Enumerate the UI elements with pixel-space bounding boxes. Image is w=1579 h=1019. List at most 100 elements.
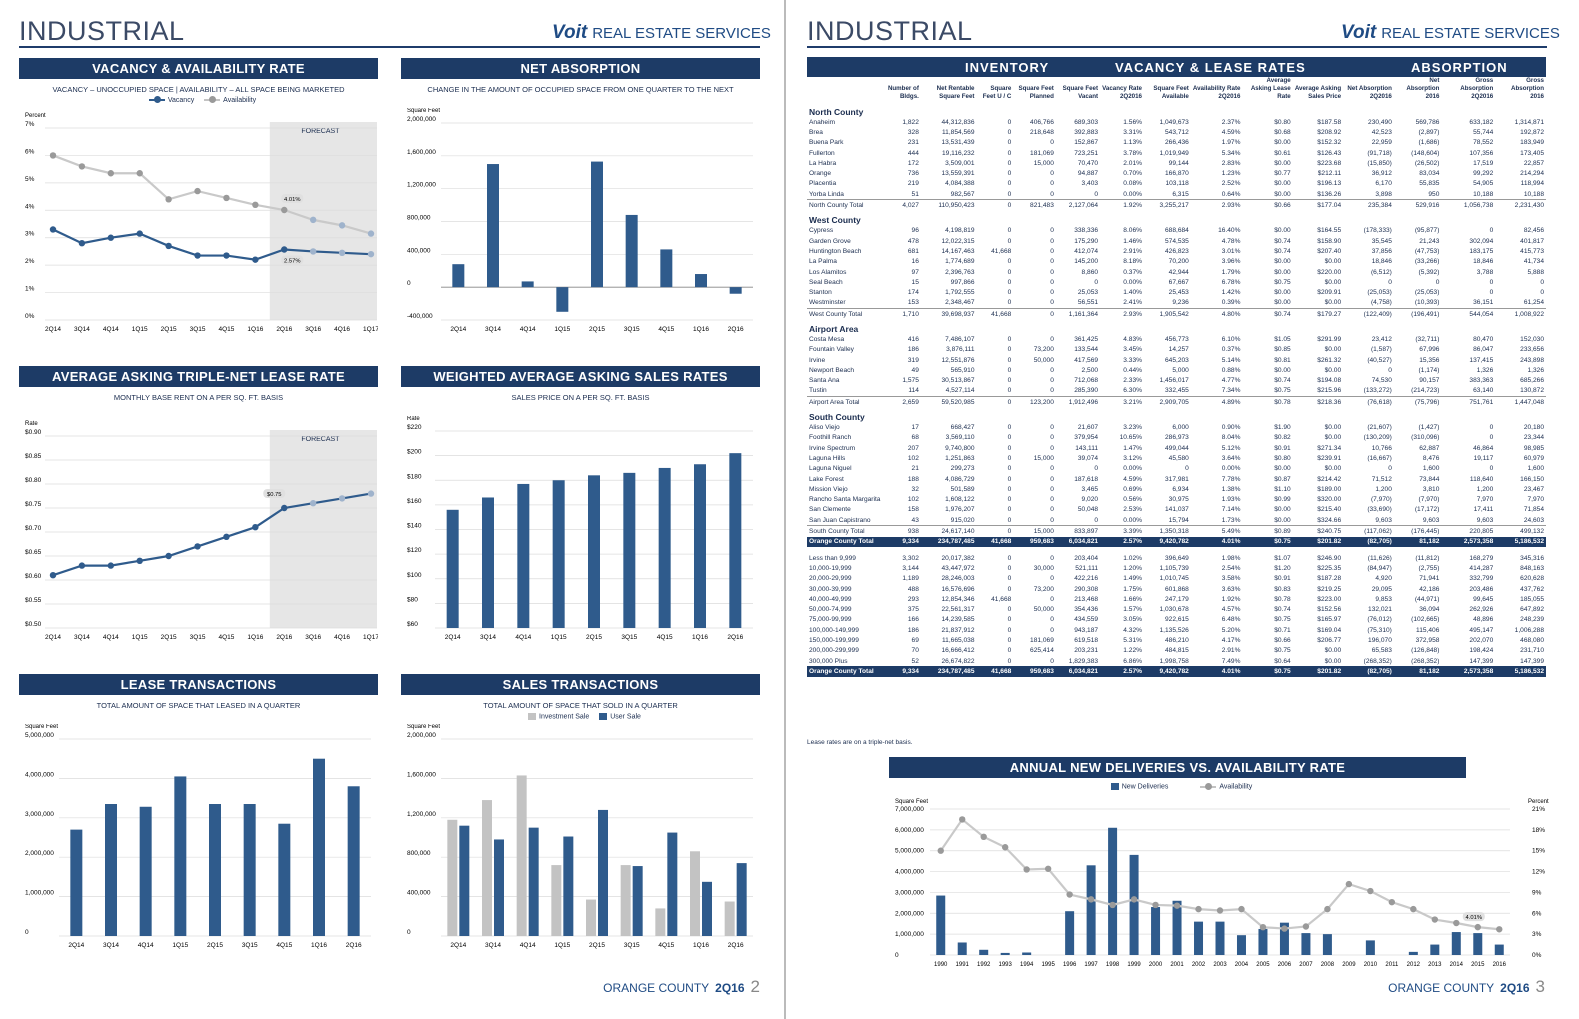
table-cell: (84,947)	[1367, 564, 1392, 572]
table-cell: 46,864	[1473, 444, 1494, 452]
table-cell: 41,668	[976, 536, 1014, 547]
data-point	[136, 557, 143, 564]
table-cell: 1,912,496	[1055, 396, 1101, 408]
table-cell: 3.31%	[1123, 128, 1142, 136]
table-cell: $1.05	[1274, 335, 1291, 343]
table-cell: $239.91	[1317, 454, 1342, 462]
table-cell: 1.49%	[1123, 575, 1142, 583]
table-cell: 174	[907, 289, 919, 297]
table-cell: 0	[1050, 424, 1054, 432]
user-sale-label: User Sale	[610, 713, 641, 721]
table-cell: 521,111	[1075, 564, 1099, 572]
table-cell: 70,200	[1168, 258, 1189, 266]
table-cell: 0	[1050, 475, 1054, 483]
table-cell: 262,926	[1469, 606, 1494, 614]
bar	[459, 825, 470, 936]
table-cell: 187,618	[1074, 475, 1099, 483]
column-header: Vacancy Rate 2Q2016	[1102, 85, 1142, 100]
x-tick-label: 4Q16	[334, 326, 350, 333]
table-cell: 383,363	[1469, 377, 1494, 385]
table-cell: 332,799	[1469, 575, 1494, 583]
table-cell: 5,186,532	[1495, 536, 1546, 547]
table-cell: 1,600	[1527, 465, 1544, 473]
table-cell: 565,910	[950, 366, 975, 374]
x-tick-label: 1994	[1020, 962, 1034, 968]
x-tick-label: 1Q16	[247, 326, 263, 333]
table-cell: 99,144	[1168, 159, 1189, 167]
table-cell: 51	[911, 190, 919, 198]
table-cell: (6,512)	[1370, 268, 1392, 276]
bar	[1022, 952, 1032, 955]
table-cell: 0	[1007, 647, 1012, 655]
table-cell: 5.20%	[1221, 626, 1241, 634]
table-cell: 147,399	[1469, 657, 1494, 665]
table-cell: 1.73%	[1221, 516, 1241, 524]
table-cell: 102	[907, 454, 919, 462]
y-axis-label: Percent	[25, 113, 46, 119]
table-row: La Palma 16 1,774,689 0 0 145,200 8.18% 70,200 3…	[807, 257, 1546, 267]
deliveries-chart-header: ANNUAL NEW DELIVERIES VS. AVAILABILITY R…	[889, 757, 1466, 778]
row-label: North County Total	[807, 199, 883, 211]
table-cell: 83,034	[1419, 170, 1440, 178]
y-tick-label: $0.85	[25, 453, 42, 460]
row-label: West County Total	[807, 308, 883, 320]
table-cell: $194.08	[1317, 377, 1342, 385]
table-cell: 0.39%	[1221, 299, 1241, 307]
table-cell: $0.00	[1274, 258, 1291, 266]
table-cell: $0.71	[1274, 626, 1291, 634]
y-tick-label: 2,000,000	[407, 116, 436, 123]
table-cell: 1,200	[1476, 485, 1494, 493]
table-cell: 61,254	[1523, 299, 1544, 307]
table-cell: 4,527,114	[945, 387, 975, 395]
data-point	[1238, 905, 1245, 913]
table-cell: 35,545	[1371, 237, 1392, 245]
market-statistics-table: Number of Bldgs. Net Rentable Square Feet…	[807, 76, 1546, 677]
bar	[494, 839, 504, 936]
x-tick-label: 2010	[1364, 962, 1378, 968]
bar	[139, 806, 152, 936]
x-tick-label: 2Q14	[68, 942, 84, 949]
table-cell: 9,334	[882, 536, 921, 547]
data-point	[165, 552, 172, 560]
investment-sale-label: Investment Sale	[539, 713, 590, 721]
table-row: Laguna Hills 102 1,251,863 0 15,000 39,074 3.1…	[807, 453, 1546, 463]
table-cell: 233,656	[1520, 346, 1544, 354]
row-label: Westminster	[809, 299, 846, 307]
row-label: Seal Beach	[809, 278, 843, 286]
table-cell: 39,698,937	[920, 308, 977, 320]
table-cell: 114	[908, 387, 919, 395]
table-cell: $0.61	[1274, 149, 1291, 157]
table-cell: 70,470	[1077, 159, 1099, 167]
table-cell: $0.91	[1274, 444, 1291, 452]
bar	[1473, 933, 1483, 955]
row-label: La Habra	[809, 159, 837, 167]
table-cell: 5,186,532	[1495, 666, 1546, 677]
row-label: La Palma	[809, 258, 837, 266]
table-cell: 3.63%	[1221, 585, 1241, 593]
y-tick-label: $60	[407, 621, 418, 628]
table-row: Huntington Beach 681 14,167,463 41,668 0 412,…	[807, 246, 1546, 256]
y2-tick-label: 21%	[1532, 806, 1545, 813]
bar	[482, 497, 494, 628]
table-cell: $0.99	[1274, 496, 1291, 504]
table-cell: 1,350,318	[1144, 525, 1191, 537]
group-inventory: INVENTORY	[965, 60, 1050, 75]
table-cell: 434,559	[1074, 616, 1099, 624]
x-tick-label: 4Q14	[103, 326, 119, 333]
x-tick-label: 2Q15	[589, 942, 605, 949]
table-row: Westminster 153 2,348,467 0 0 56,551 2.41% 9,23…	[807, 298, 1546, 309]
table-cell: 2,127,064	[1055, 199, 1101, 211]
row-label: Cypress	[809, 227, 834, 235]
x-tick-label: 3Q14	[74, 634, 90, 641]
table-cell: 0	[1007, 180, 1012, 188]
column-header: Square Feet U / C	[982, 85, 1012, 100]
page-title: INDUSTRIAL	[807, 16, 973, 46]
table-cell: (122,409)	[1343, 308, 1394, 320]
y-tick-label: $0.90	[25, 429, 42, 436]
sales-rates-chart: Rate $60 $80 $100 $120 $140 $160 $180 $200 $220 2Q…	[407, 416, 753, 641]
table-cell: 3.01%	[1221, 247, 1241, 255]
absorption-chart-header: NET ABSORPTION	[401, 58, 760, 79]
table-cell: 9,334	[882, 666, 921, 677]
new-deliveries-swatch	[1110, 783, 1119, 790]
y-tick-label: $0.50	[25, 621, 42, 628]
